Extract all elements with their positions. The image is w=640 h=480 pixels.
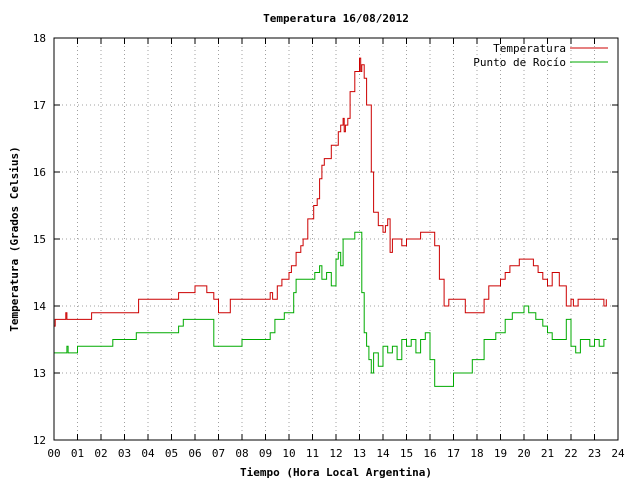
ticks xyxy=(53,37,619,441)
x-tick-label: 12 xyxy=(329,447,342,460)
legend-label-temperatura: Temperatura xyxy=(493,42,566,55)
x-tick-label: 01 xyxy=(71,447,84,460)
y-tick-labels: 12 13 14 15 16 17 18 xyxy=(33,32,47,447)
x-tick-label: 20 xyxy=(517,447,530,460)
x-tick-label: 10 xyxy=(282,447,295,460)
x-tick-label: 06 xyxy=(188,447,201,460)
x-tick-label: 00 xyxy=(47,447,60,460)
y-tick-label: 15 xyxy=(33,233,46,246)
x-tick-label: 07 xyxy=(212,447,225,460)
grid xyxy=(54,38,618,440)
legend-label-punto-de-rocio: Punto de Rocío xyxy=(473,56,566,69)
y-tick-label: 12 xyxy=(33,434,46,447)
series-line-temperatura xyxy=(54,57,607,327)
y-tick-label: 18 xyxy=(33,32,46,45)
x-tick-label: 22 xyxy=(564,447,577,460)
x-tick-label: 19 xyxy=(494,447,507,460)
x-tick-label: 18 xyxy=(470,447,483,460)
x-axis-label: Tiempo (Hora Local Argentina) xyxy=(240,466,432,479)
x-tick-label: 09 xyxy=(259,447,272,460)
x-tick-label: 02 xyxy=(94,447,107,460)
series-layer xyxy=(54,57,607,387)
x-tick-label: 21 xyxy=(541,447,554,460)
x-tick-label: 24 xyxy=(611,447,625,460)
x-tick-label: 16 xyxy=(423,447,436,460)
x-tick-labels: 00 01 02 03 04 05 06 07 08 09 10 11 12 13 14 15 16 17 18 19… xyxy=(47,447,625,460)
y-tick-label: 13 xyxy=(33,367,46,380)
chart-title: Temperatura 16/08/2012 xyxy=(263,12,409,25)
x-tick-label: 04 xyxy=(141,447,155,460)
x-tick-label: 23 xyxy=(588,447,601,460)
y-tick-label: 14 xyxy=(33,300,47,313)
series-line-punto-de-rocio xyxy=(54,231,607,387)
x-tick-label: 08 xyxy=(235,447,248,460)
x-tick-label: 03 xyxy=(118,447,131,460)
x-tick-label: 17 xyxy=(447,447,460,460)
x-tick-label: 13 xyxy=(353,447,366,460)
legend: Temperatura Punto de Rocío xyxy=(473,42,608,69)
x-tick-label: 15 xyxy=(400,447,413,460)
y-tick-label: 17 xyxy=(33,99,46,112)
y-tick-label: 16 xyxy=(33,166,46,179)
x-tick-label: 11 xyxy=(306,447,319,460)
y-axis-label: Temperatura (Grados Celsius) xyxy=(8,146,21,331)
x-tick-label: 05 xyxy=(165,447,178,460)
x-tick-label: 14 xyxy=(376,447,390,460)
